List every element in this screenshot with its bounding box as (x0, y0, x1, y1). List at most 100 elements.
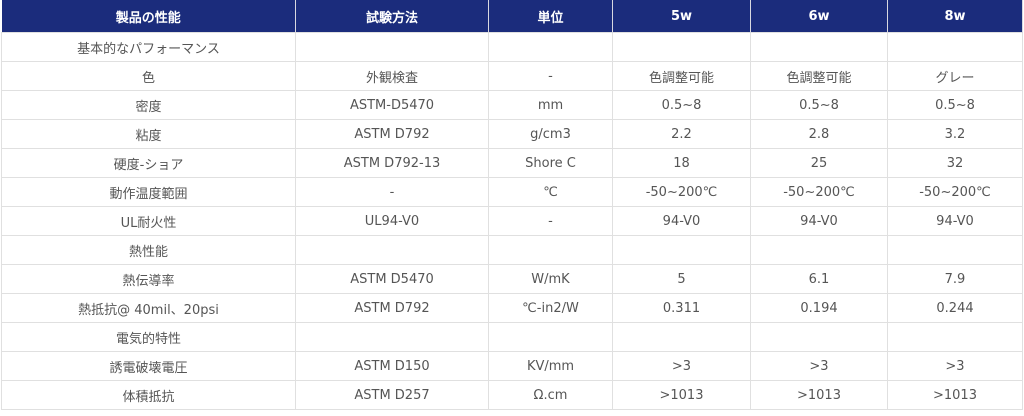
cell-test-method: ASTM D792 (295, 119, 489, 149)
cell-6w: 6.1 (750, 264, 888, 294)
cell-8w: グレー (887, 61, 1023, 91)
cell-unit: ℃-in2/W (488, 293, 613, 323)
table-header-row: 製品の性能 試験方法 単位 5w 6w 8w (1, 0, 1023, 33)
cell-6w: 2.8 (750, 119, 888, 149)
cell-property: 熱性能 (1, 235, 296, 265)
cell-5w (612, 235, 751, 265)
cell-property: 色 (1, 61, 296, 91)
cell-8w: 3.2 (887, 119, 1023, 149)
table-row: 熱性能 (1, 235, 1023, 265)
cell-5w: 5 (612, 264, 751, 294)
cell-8w (887, 235, 1023, 265)
cell-8w: -50~200℃ (887, 177, 1023, 207)
cell-5w: 0.5~8 (612, 90, 751, 120)
cell-test-method (295, 235, 489, 265)
table-row: 粘度 ASTM D792 g/cm3 2.2 2.8 3.2 (1, 119, 1023, 149)
cell-test-method: ASTM D5470 (295, 264, 489, 294)
cell-8w: 0.244 (887, 293, 1023, 323)
cell-unit (488, 322, 613, 352)
cell-test-method: ASTM D150 (295, 351, 489, 381)
cell-5w: >1013 (612, 380, 751, 410)
cell-unit: KV/mm (488, 351, 613, 381)
table-row: 熱抵抗@ 40mil、20psi ASTM D792 ℃-in2/W 0.311 0.1… (1, 293, 1023, 323)
cell-8w: 0.5~8 (887, 90, 1023, 120)
cell-unit: Ω.cm (488, 380, 613, 410)
cell-unit (488, 32, 613, 62)
cell-5w: 94-V0 (612, 206, 751, 236)
cell-6w: 色調整可能 (750, 61, 888, 91)
table-row: 密度 ASTM-D5470 mm 0.5~8 0.5~8 0.5~8 (1, 90, 1023, 120)
cell-property: 体積抵抗 (1, 380, 296, 410)
table-row: 硬度-ショア ASTM D792-13 Shore C 18 25 32 (1, 148, 1023, 178)
cell-property: 熱抵抗@ 40mil、20psi (1, 293, 296, 323)
cell-8w: >1013 (887, 380, 1023, 410)
cell-5w: >3 (612, 351, 751, 381)
cell-test-method (295, 32, 489, 62)
cell-unit (488, 235, 613, 265)
cell-property: 動作温度範囲 (1, 177, 296, 207)
table-row: 熱伝導率 ASTM D5470 W/mK 5 6.1 7.9 (1, 264, 1023, 294)
cell-8w: 32 (887, 148, 1023, 178)
cell-test-method: ASTM D792 (295, 293, 489, 323)
cell-8w (887, 322, 1023, 352)
cell-test-method (295, 322, 489, 352)
column-header-8w: 8w (887, 0, 1023, 33)
table-row: 動作温度範囲 - ℃ -50~200℃ -50~200℃ -50~200℃ (1, 177, 1023, 207)
cell-6w (750, 235, 888, 265)
cell-test-method: - (295, 177, 489, 207)
cell-6w: 94-V0 (750, 206, 888, 236)
cell-5w: 0.311 (612, 293, 751, 323)
cell-property: 電気的特性 (1, 322, 296, 352)
table-row: UL耐火性 UL94-V0-94-V0 94-V0 94-V0 (1, 206, 1023, 236)
table-row: 色外観検査 - 色調整可能 色調整可能 グレー (1, 61, 1023, 91)
cell-property: 基本的なパフォーマンス (1, 32, 296, 62)
cell-6w: >1013 (750, 380, 888, 410)
cell-property: 粘度 (1, 119, 296, 149)
cell-5w: 2.2 (612, 119, 751, 149)
table-row: 電気的特性 (1, 322, 1023, 352)
cell-property: 密度 (1, 90, 296, 120)
cell-6w: -50~200℃ (750, 177, 888, 207)
cell-test-method: 外観検査 (295, 61, 489, 91)
column-header-test-method: 試験方法 (295, 0, 489, 33)
cell-unit: W/mK (488, 264, 613, 294)
cell-test-method: ASTM-D5470 (295, 90, 489, 120)
cell-5w: 色調整可能 (612, 61, 751, 91)
column-header-unit: 単位 (488, 0, 613, 33)
cell-test-method: ASTM D792-13 (295, 148, 489, 178)
cell-8w: >3 (887, 351, 1023, 381)
cell-test-method: ASTM D257 (295, 380, 489, 410)
cell-property: UL耐火性 (1, 206, 296, 236)
cell-property: 熱伝導率 (1, 264, 296, 294)
cell-unit: g/cm3 (488, 119, 613, 149)
cell-6w: 25 (750, 148, 888, 178)
cell-8w: 94-V0 (887, 206, 1023, 236)
cell-5w: -50~200℃ (612, 177, 751, 207)
column-header-5w: 5w (612, 0, 751, 33)
cell-5w: 18 (612, 148, 751, 178)
column-header-6w: 6w (750, 0, 888, 33)
cell-8w: 7.9 (887, 264, 1023, 294)
cell-6w: 0.194 (750, 293, 888, 323)
cell-6w (750, 32, 888, 62)
cell-test-method: UL94-V0 (295, 206, 489, 236)
cell-6w (750, 322, 888, 352)
cell-unit: ℃ (488, 177, 613, 207)
cell-unit: Shore C (488, 148, 613, 178)
cell-unit: mm (488, 90, 613, 120)
cell-property: 硬度-ショア (1, 148, 296, 178)
table-row: 基本的なパフォーマンス (1, 32, 1023, 62)
cell-8w (887, 32, 1023, 62)
cell-property: 誘電破壊電圧 (1, 351, 296, 381)
cell-unit: - (488, 206, 613, 236)
cell-5w (612, 32, 751, 62)
table-row: 体積抵抗 ASTM D257 Ω.cm >1013 >1013 >1013 (1, 380, 1023, 410)
table-row: 誘電破壊電圧 ASTM D150 KV/mm >3 >3 >3 (1, 351, 1023, 381)
column-header-property: 製品の性能 (1, 0, 296, 33)
cell-6w: 0.5~8 (750, 90, 888, 120)
cell-6w: >3 (750, 351, 888, 381)
table-body: 基本的なパフォーマンス色外観検査 - 色調整可能 色調整可能 グレー 密度 ASTM-D54… (1, 32, 1023, 410)
cell-5w (612, 322, 751, 352)
cell-unit: - (488, 61, 613, 91)
